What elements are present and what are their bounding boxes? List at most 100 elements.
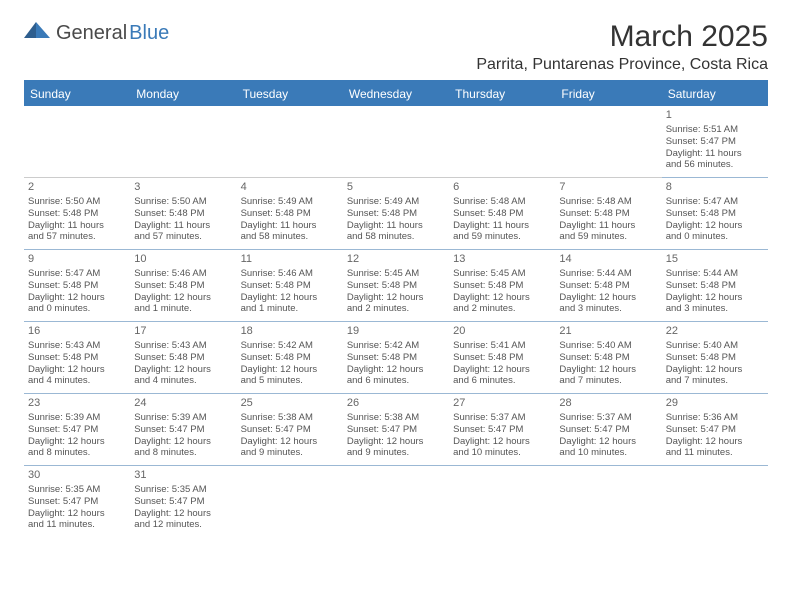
day-sunrise: Sunrise: 5:47 AM — [666, 196, 764, 208]
calendar-body: 1Sunrise: 5:51 AMSunset: 5:47 PMDaylight… — [24, 106, 768, 538]
day-sunrise: Sunrise: 5:43 AM — [28, 340, 126, 352]
day-number: 20 — [453, 325, 551, 339]
day-number: 11 — [241, 253, 339, 267]
calendar-cell: 7Sunrise: 5:48 AMSunset: 5:48 PMDaylight… — [555, 178, 661, 250]
day-daylight1: Daylight: 12 hours — [559, 436, 657, 448]
day-daylight1: Daylight: 11 hours — [134, 220, 232, 232]
day-daylight1: Daylight: 11 hours — [453, 220, 551, 232]
day-daylight2: and 1 minute. — [134, 303, 232, 315]
calendar-cell: 5Sunrise: 5:49 AMSunset: 5:48 PMDaylight… — [343, 178, 449, 250]
day-sunrise: Sunrise: 5:43 AM — [134, 340, 232, 352]
calendar-cell — [343, 106, 449, 178]
day-sunrise: Sunrise: 5:39 AM — [28, 412, 126, 424]
calendar-cell: 14Sunrise: 5:44 AMSunset: 5:48 PMDayligh… — [555, 250, 661, 322]
day-sunset: Sunset: 5:48 PM — [666, 208, 764, 220]
day-daylight1: Daylight: 12 hours — [347, 364, 445, 376]
calendar-cell: 11Sunrise: 5:46 AMSunset: 5:48 PMDayligh… — [237, 250, 343, 322]
calendar-cell — [555, 106, 661, 178]
day-daylight1: Daylight: 12 hours — [134, 292, 232, 304]
day-sunset: Sunset: 5:48 PM — [559, 352, 657, 364]
calendar-cell: 29Sunrise: 5:36 AMSunset: 5:47 PMDayligh… — [662, 394, 768, 466]
calendar-cell: 3Sunrise: 5:50 AMSunset: 5:48 PMDaylight… — [130, 178, 236, 250]
day-number: 10 — [134, 253, 232, 267]
day-sunrise: Sunrise: 5:39 AM — [134, 412, 232, 424]
day-daylight2: and 9 minutes. — [241, 447, 339, 459]
day-daylight2: and 2 minutes. — [347, 303, 445, 315]
calendar-cell: 19Sunrise: 5:42 AMSunset: 5:48 PMDayligh… — [343, 322, 449, 394]
weekday-header: Tuesday — [237, 82, 343, 106]
weekday-header: Saturday — [662, 82, 768, 106]
day-sunset: Sunset: 5:47 PM — [134, 424, 232, 436]
day-sunset: Sunset: 5:48 PM — [559, 280, 657, 292]
calendar-cell: 26Sunrise: 5:38 AMSunset: 5:47 PMDayligh… — [343, 394, 449, 466]
day-sunrise: Sunrise: 5:50 AM — [134, 196, 232, 208]
calendar-cell: 31Sunrise: 5:35 AMSunset: 5:47 PMDayligh… — [130, 466, 236, 538]
calendar-cell: 18Sunrise: 5:42 AMSunset: 5:48 PMDayligh… — [237, 322, 343, 394]
day-sunrise: Sunrise: 5:35 AM — [28, 484, 126, 496]
calendar-cell: 16Sunrise: 5:43 AMSunset: 5:48 PMDayligh… — [24, 322, 130, 394]
day-sunrise: Sunrise: 5:38 AM — [347, 412, 445, 424]
day-sunset: Sunset: 5:47 PM — [666, 136, 764, 148]
day-daylight2: and 58 minutes. — [241, 231, 339, 243]
day-sunrise: Sunrise: 5:49 AM — [347, 196, 445, 208]
day-daylight1: Daylight: 12 hours — [134, 436, 232, 448]
day-number: 9 — [28, 253, 126, 267]
day-daylight2: and 4 minutes. — [134, 375, 232, 387]
day-sunrise: Sunrise: 5:35 AM — [134, 484, 232, 496]
day-sunset: Sunset: 5:47 PM — [241, 424, 339, 436]
day-daylight1: Daylight: 12 hours — [28, 292, 126, 304]
day-daylight1: Daylight: 12 hours — [347, 292, 445, 304]
day-daylight1: Daylight: 12 hours — [666, 436, 764, 448]
day-daylight1: Daylight: 12 hours — [559, 292, 657, 304]
day-daylight2: and 0 minutes. — [666, 231, 764, 243]
day-sunrise: Sunrise: 5:44 AM — [666, 268, 764, 280]
day-sunrise: Sunrise: 5:45 AM — [347, 268, 445, 280]
calendar-cell: 4Sunrise: 5:49 AMSunset: 5:48 PMDaylight… — [237, 178, 343, 250]
day-number: 24 — [134, 397, 232, 411]
day-daylight1: Daylight: 12 hours — [28, 436, 126, 448]
day-sunset: Sunset: 5:48 PM — [28, 280, 126, 292]
day-number: 6 — [453, 181, 551, 195]
day-sunrise: Sunrise: 5:40 AM — [559, 340, 657, 352]
day-sunset: Sunset: 5:47 PM — [28, 496, 126, 508]
day-number: 27 — [453, 397, 551, 411]
day-sunrise: Sunrise: 5:37 AM — [559, 412, 657, 424]
day-daylight1: Daylight: 12 hours — [666, 220, 764, 232]
day-sunrise: Sunrise: 5:49 AM — [241, 196, 339, 208]
day-number: 19 — [347, 325, 445, 339]
day-number: 1 — [666, 109, 764, 123]
day-sunrise: Sunrise: 5:41 AM — [453, 340, 551, 352]
day-number: 29 — [666, 397, 764, 411]
logo-text-2: Blue — [129, 22, 169, 45]
day-number: 5 — [347, 181, 445, 195]
day-number: 14 — [559, 253, 657, 267]
calendar-cell — [237, 466, 343, 538]
day-sunset: Sunset: 5:48 PM — [453, 280, 551, 292]
day-number: 8 — [666, 181, 764, 195]
logo-text-1: General — [56, 22, 127, 45]
calendar-cell: 13Sunrise: 5:45 AMSunset: 5:48 PMDayligh… — [449, 250, 555, 322]
day-sunset: Sunset: 5:48 PM — [134, 352, 232, 364]
calendar-cell: 17Sunrise: 5:43 AMSunset: 5:48 PMDayligh… — [130, 322, 236, 394]
day-sunset: Sunset: 5:48 PM — [28, 352, 126, 364]
day-daylight1: Daylight: 12 hours — [241, 436, 339, 448]
day-sunset: Sunset: 5:48 PM — [28, 208, 126, 220]
day-sunset: Sunset: 5:47 PM — [347, 424, 445, 436]
logo-icon — [24, 20, 50, 46]
day-daylight1: Daylight: 12 hours — [347, 436, 445, 448]
day-daylight2: and 8 minutes. — [134, 447, 232, 459]
calendar-cell — [449, 466, 555, 538]
calendar-cell: 1Sunrise: 5:51 AMSunset: 5:47 PMDaylight… — [662, 106, 768, 178]
day-sunrise: Sunrise: 5:50 AM — [28, 196, 126, 208]
day-daylight2: and 58 minutes. — [347, 231, 445, 243]
day-daylight2: and 5 minutes. — [241, 375, 339, 387]
day-number: 7 — [559, 181, 657, 195]
day-sunset: Sunset: 5:48 PM — [453, 208, 551, 220]
day-sunrise: Sunrise: 5:45 AM — [453, 268, 551, 280]
day-number: 17 — [134, 325, 232, 339]
day-daylight1: Daylight: 12 hours — [666, 292, 764, 304]
day-sunset: Sunset: 5:47 PM — [559, 424, 657, 436]
day-sunset: Sunset: 5:47 PM — [453, 424, 551, 436]
day-daylight2: and 8 minutes. — [28, 447, 126, 459]
day-daylight1: Daylight: 12 hours — [666, 364, 764, 376]
